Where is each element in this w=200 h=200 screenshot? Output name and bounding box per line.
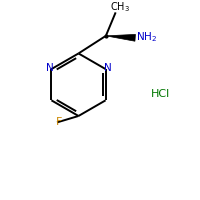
Text: NH$_2$: NH$_2$ [136,30,157,44]
Text: N: N [46,63,53,73]
Text: HCl: HCl [151,89,170,99]
Polygon shape [106,34,135,41]
Text: F: F [56,117,62,127]
Text: N: N [104,63,111,73]
Text: CH$_3$: CH$_3$ [110,1,130,14]
